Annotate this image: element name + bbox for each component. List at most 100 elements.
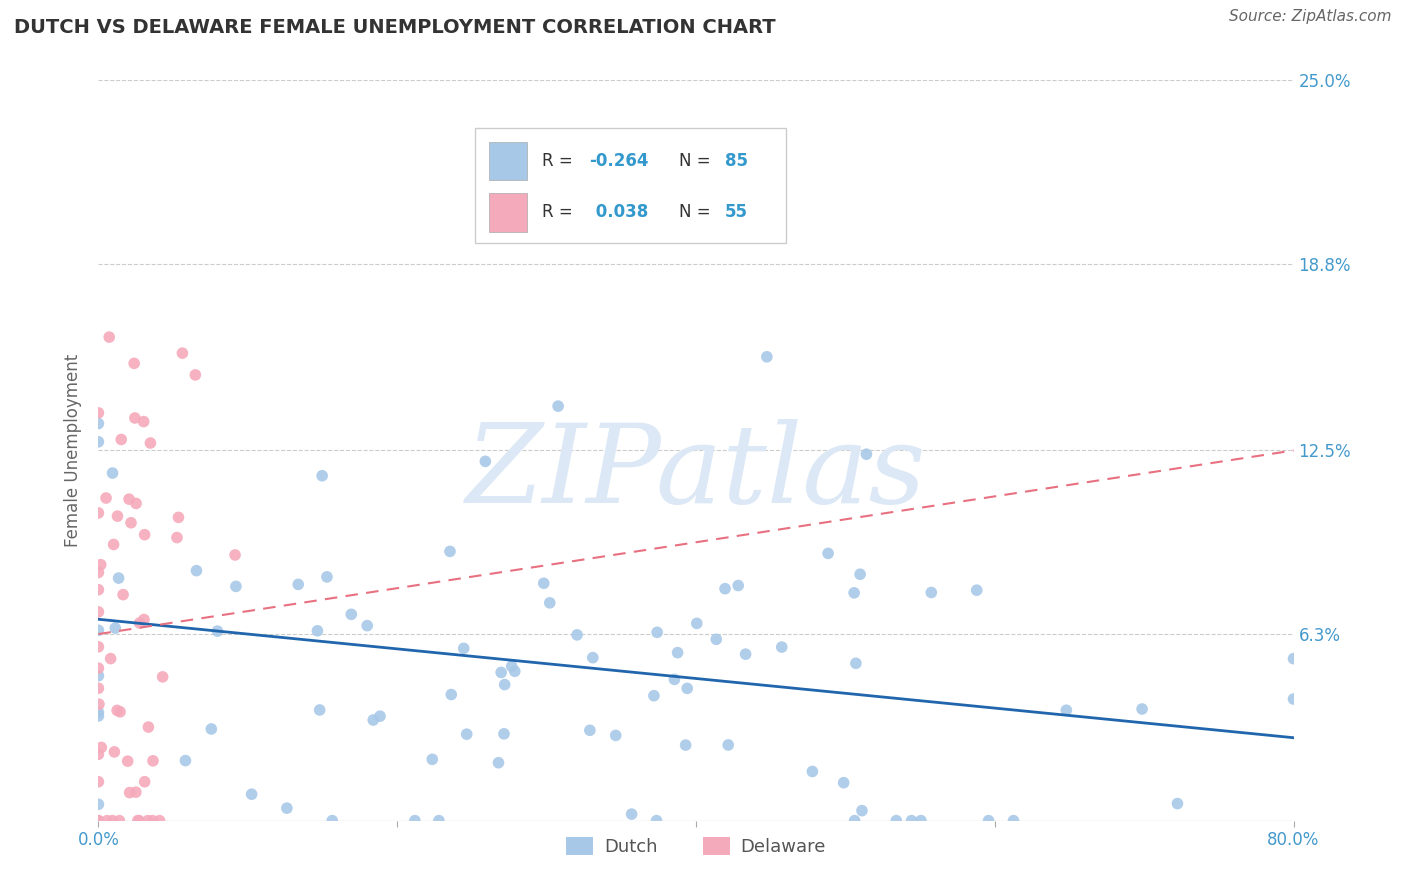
Point xyxy=(166,531,188,545)
Point xyxy=(87,697,110,711)
Point xyxy=(494,677,516,691)
Point xyxy=(801,764,824,779)
Point xyxy=(172,346,194,360)
Point xyxy=(87,624,110,638)
Point xyxy=(356,618,378,632)
Point xyxy=(920,585,942,599)
Point xyxy=(308,703,330,717)
Text: R =: R = xyxy=(541,203,578,221)
Point xyxy=(240,787,263,801)
Point xyxy=(125,785,148,799)
Point xyxy=(200,722,222,736)
Point xyxy=(439,544,461,558)
Point xyxy=(87,706,110,720)
Point xyxy=(734,647,756,661)
Point xyxy=(440,688,463,702)
Point xyxy=(224,548,246,562)
Point xyxy=(538,596,561,610)
Point xyxy=(900,814,922,828)
FancyBboxPatch shape xyxy=(489,194,527,232)
Point xyxy=(87,797,110,812)
Text: N =: N = xyxy=(679,203,716,221)
Point xyxy=(120,516,142,530)
Point xyxy=(128,615,150,630)
Point xyxy=(844,814,866,828)
Point xyxy=(87,406,110,420)
Point xyxy=(104,621,127,635)
Point xyxy=(664,673,686,687)
Point xyxy=(361,713,384,727)
Point xyxy=(136,814,159,828)
Point xyxy=(311,468,333,483)
Point xyxy=(579,723,602,738)
Point xyxy=(225,579,247,593)
Point xyxy=(287,577,309,591)
Point xyxy=(368,709,391,723)
Point xyxy=(910,814,932,828)
Point xyxy=(488,756,510,770)
Point xyxy=(717,738,740,752)
Point xyxy=(118,492,141,507)
Point xyxy=(138,720,160,734)
Point xyxy=(122,356,145,370)
FancyBboxPatch shape xyxy=(489,142,527,180)
Point xyxy=(87,434,110,449)
Point xyxy=(87,582,110,597)
Point xyxy=(704,632,727,647)
Point xyxy=(1282,692,1305,706)
Point xyxy=(87,709,110,723)
Point xyxy=(87,605,110,619)
Point xyxy=(108,814,131,828)
Point xyxy=(845,657,868,671)
Point xyxy=(1054,703,1077,717)
Point xyxy=(547,399,569,413)
Point xyxy=(90,558,112,572)
Point xyxy=(101,814,124,828)
Point xyxy=(103,745,125,759)
Text: -0.264: -0.264 xyxy=(589,152,650,169)
Point xyxy=(87,681,110,696)
Point xyxy=(132,612,155,626)
Point xyxy=(884,814,907,828)
Point xyxy=(420,752,443,766)
Text: Source: ZipAtlas.com: Source: ZipAtlas.com xyxy=(1229,9,1392,24)
Point xyxy=(107,509,129,524)
Point xyxy=(645,814,668,828)
Point xyxy=(90,740,112,755)
Point xyxy=(427,814,450,828)
Point xyxy=(101,466,124,480)
Point xyxy=(118,786,141,800)
Point xyxy=(666,646,689,660)
FancyBboxPatch shape xyxy=(475,128,786,244)
Point xyxy=(127,814,149,828)
Point xyxy=(582,650,605,665)
Point xyxy=(276,801,298,815)
Point xyxy=(675,738,697,752)
Point xyxy=(492,727,515,741)
Point xyxy=(404,814,426,828)
Point xyxy=(321,814,343,828)
Point xyxy=(489,665,512,680)
Point xyxy=(643,689,665,703)
Text: 85: 85 xyxy=(724,152,748,169)
Point xyxy=(96,814,118,828)
Point xyxy=(167,510,190,524)
Point xyxy=(128,814,150,828)
Point xyxy=(112,588,135,602)
Point xyxy=(124,411,146,425)
Point xyxy=(755,350,778,364)
Point xyxy=(139,436,162,450)
Point xyxy=(87,774,110,789)
Point xyxy=(87,417,110,431)
Text: ZIPatlas: ZIPatlas xyxy=(465,419,927,526)
Point xyxy=(87,747,110,762)
Text: 55: 55 xyxy=(724,203,748,221)
Legend: Dutch, Delaware: Dutch, Delaware xyxy=(558,830,834,863)
Point xyxy=(87,566,110,580)
Point xyxy=(340,607,363,622)
Point xyxy=(645,625,668,640)
Point xyxy=(132,415,155,429)
Point xyxy=(207,624,229,639)
Point xyxy=(1130,702,1153,716)
Point xyxy=(855,447,877,461)
